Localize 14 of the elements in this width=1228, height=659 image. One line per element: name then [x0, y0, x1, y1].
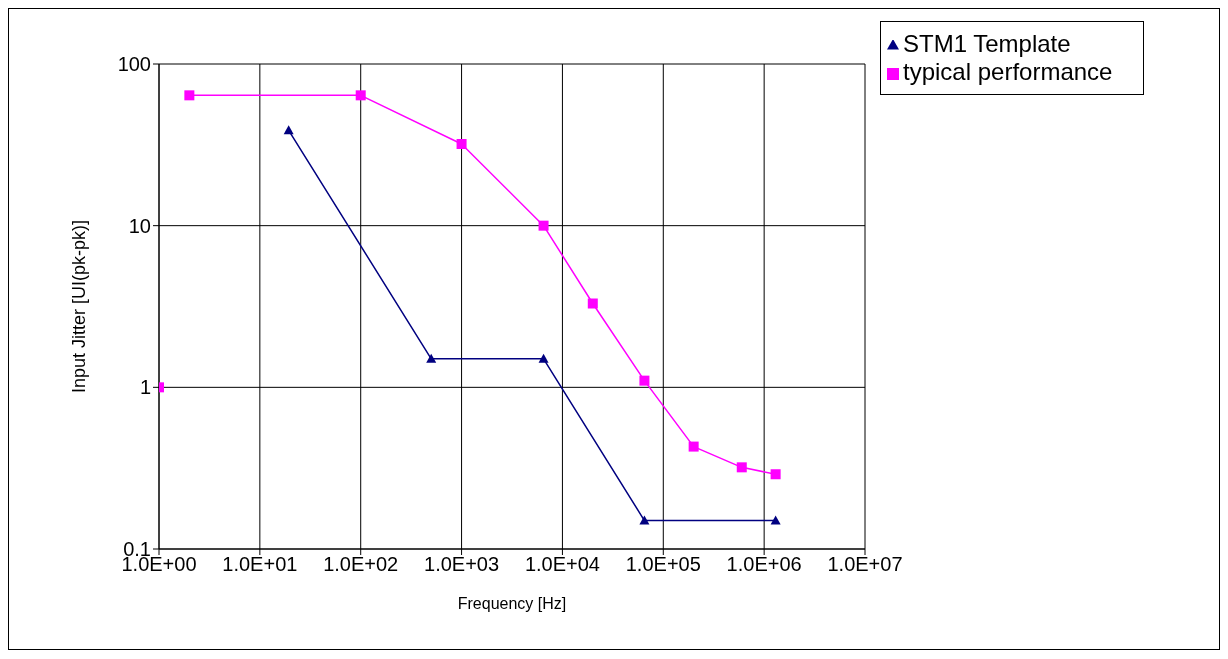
- y-tick-label: 10: [128, 214, 151, 237]
- legend-label: STM1 Template: [903, 30, 1071, 57]
- x-tick-label: 1.0E+04: [524, 553, 600, 576]
- x-tick-label: 1.0E+07: [827, 553, 903, 576]
- x-tick-label: 1.0E+05: [625, 553, 701, 576]
- legend-label: typical performance: [903, 58, 1113, 85]
- x-tick-label: 1.0E+02: [323, 553, 399, 576]
- x-tick-label: 1.0E+01: [222, 553, 298, 576]
- y-tick-label: 100: [117, 53, 151, 76]
- x-tick-label: 1.0E+06: [726, 553, 802, 576]
- y-axis-title: Input Jitter [UI(pk-pk)]: [69, 219, 90, 394]
- x-axis-title: Frequency [Hz]: [457, 595, 567, 612]
- x-tick-label: 1.0E+03: [424, 553, 500, 576]
- y-tick-label: 1: [139, 376, 151, 399]
